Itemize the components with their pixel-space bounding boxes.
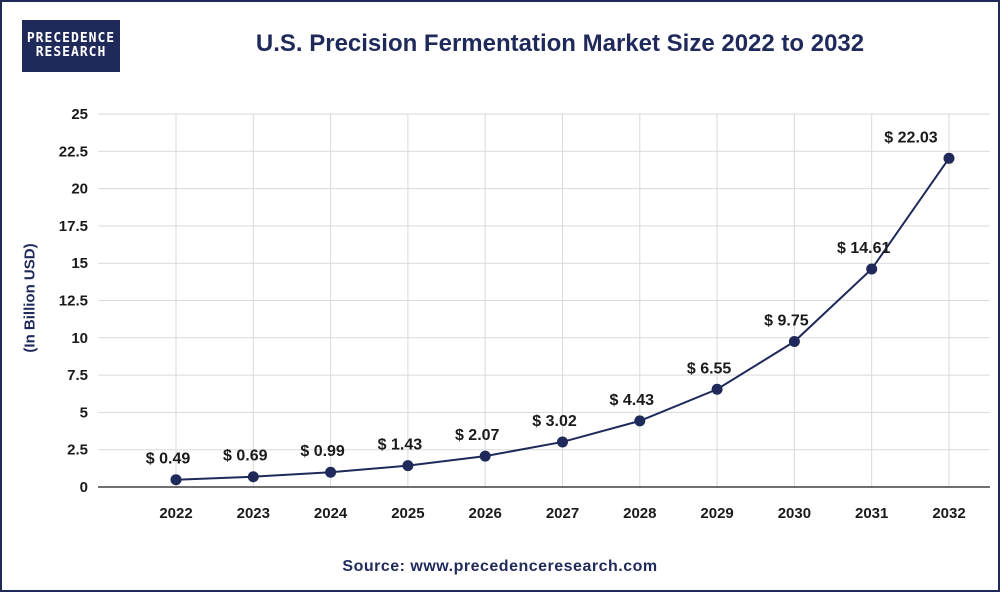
data-label: $ 1.43 xyxy=(378,437,423,454)
data-point xyxy=(943,152,955,164)
data-point xyxy=(634,415,646,427)
data-point xyxy=(170,474,182,486)
y-tick-label: 25 xyxy=(71,106,88,123)
x-axis-ticks: 2022 2023 2024 2025 2026 2027 2028 2029 2030 2031… xyxy=(159,505,965,522)
brand-logo: PRECEDENCE RESEARCH xyxy=(22,20,120,72)
data-points xyxy=(170,152,955,486)
data-point xyxy=(402,460,414,472)
y-tick-label: 17.5 xyxy=(59,218,88,235)
x-tick-label: 2028 xyxy=(623,505,656,522)
logo-line-2: RESEARCH xyxy=(35,45,107,60)
gridlines xyxy=(98,113,990,487)
y-tick-label: 15 xyxy=(71,255,88,272)
data-point xyxy=(711,383,723,395)
data-label: $ 6.55 xyxy=(687,360,732,377)
data-label: $ 2.07 xyxy=(455,427,500,444)
x-tick-label: 2030 xyxy=(778,505,811,522)
x-tick-label: 2024 xyxy=(314,505,348,522)
data-point xyxy=(866,263,878,275)
data-label: $ 0.49 xyxy=(146,451,191,468)
y-tick-label: 7.5 xyxy=(67,367,88,384)
data-labels: $ 0.49 $ 0.69 $ 0.99 $ 1.43 $ 2.07 $ 3.02 $ 4.… xyxy=(146,129,938,467)
data-label: $ 14.61 xyxy=(837,240,890,257)
x-tick-label: 2027 xyxy=(546,505,579,522)
x-tick-label: 2025 xyxy=(391,505,424,522)
y-tick-label: 2.5 xyxy=(67,442,88,459)
y-tick-label: 20 xyxy=(71,181,88,198)
x-tick-label: 2029 xyxy=(700,505,733,522)
source-note: Source: www.precedenceresearch.com xyxy=(342,558,658,575)
data-label: $ 4.43 xyxy=(610,392,655,409)
data-label: $ 0.99 xyxy=(300,443,345,460)
x-tick-label: 2026 xyxy=(469,505,502,522)
data-point xyxy=(247,471,259,483)
chart-title: U.S. Precision Fermentation Market Size … xyxy=(255,30,865,57)
data-point xyxy=(557,436,568,448)
y-tick-label: 12.5 xyxy=(59,293,88,310)
data-point xyxy=(479,450,491,462)
x-tick-label: 2031 xyxy=(855,505,888,522)
data-label: $ 22.03 xyxy=(884,129,937,146)
x-tick-label: 2023 xyxy=(237,505,270,522)
data-point xyxy=(788,336,800,348)
data-point xyxy=(325,466,337,478)
data-label: $ 0.69 xyxy=(223,448,268,465)
y-tick-label: 5 xyxy=(80,404,88,421)
y-tick-label: 22.5 xyxy=(59,143,88,160)
data-label: $ 9.75 xyxy=(764,313,809,330)
data-label: $ 3.02 xyxy=(532,413,577,430)
y-axis-ticks: 0 2.5 5 7.5 10 12.5 15 17.5 20 22.5 25 xyxy=(59,106,88,496)
logo-line-1: PRECEDENCE xyxy=(26,30,116,46)
y-tick-label: 0 xyxy=(80,479,88,496)
y-tick-label: 10 xyxy=(71,330,88,347)
x-tick-label: 2032 xyxy=(932,505,965,522)
x-tick-label: 2022 xyxy=(159,505,192,522)
